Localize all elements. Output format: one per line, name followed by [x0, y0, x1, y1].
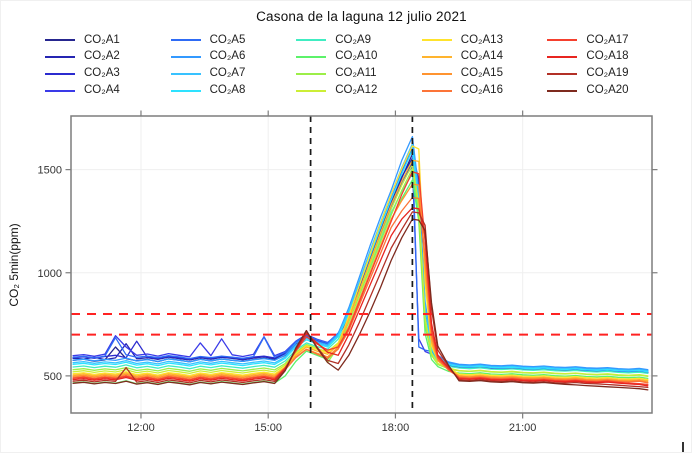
- legend-swatch-icon: [421, 89, 452, 92]
- legend-label: CO₂A15: [460, 67, 503, 80]
- legend-label: CO₂A5: [209, 33, 246, 46]
- series-line-co2a20: [72, 218, 649, 391]
- legend-label: CO₂A19: [586, 67, 629, 80]
- legend-label: CO₂A2: [84, 50, 120, 63]
- legend-label: CO₂A20: [586, 84, 629, 97]
- series-line-co2a1: [72, 153, 649, 373]
- series-line-co2a6: [72, 135, 649, 371]
- legend-swatch-icon: [170, 39, 201, 42]
- legend-swatch-icon: [421, 56, 452, 59]
- y-tick-label: 1000: [38, 268, 62, 280]
- legend-label: CO₂A14: [460, 50, 503, 63]
- legend-swatch-icon: [296, 56, 327, 59]
- legend-swatch-icon: [421, 39, 452, 42]
- legend-item-co2a15: CO₂A15: [421, 66, 548, 83]
- legend-swatch-icon: [170, 72, 201, 75]
- legend-swatch-icon: [45, 39, 75, 42]
- legend: CO₂A1 CO₂A2 CO₂A3 CO₂A4 CO₂A5 CO₂A6 CO₂A7 CO₂A8…: [45, 32, 673, 99]
- legend-swatch-icon: [45, 72, 75, 75]
- legend-label: CO₂A17: [586, 33, 629, 46]
- series-line-co2a8: [72, 149, 649, 373]
- axes: 12:00 15:00 18:00 21:00 500 1000 1500: [38, 110, 658, 434]
- legend-item-co2a11: CO₂A11: [296, 66, 422, 83]
- y-axis-title: CO₂ 5min(ppm): [7, 223, 21, 306]
- x-tick-label: 15:00: [254, 422, 282, 434]
- series-line-co2a3: [72, 161, 649, 374]
- legend-label: CO₂A8: [209, 84, 246, 97]
- series-line-co2a12: [72, 163, 649, 377]
- legend-item-co2a18: CO₂A18: [547, 49, 673, 66]
- series-line-co2a14: [72, 159, 649, 382]
- legend-label: CO₂A3: [84, 67, 120, 80]
- legend-item-co2a3: CO₂A3: [45, 66, 171, 83]
- series-line-co2a15: [72, 183, 649, 383]
- legend-swatch-icon: [296, 72, 327, 75]
- text-cursor-artifact: [682, 442, 684, 452]
- legend-label: CO₂A10: [335, 50, 378, 63]
- series-lines: [72, 135, 649, 391]
- legend-swatch-icon: [296, 89, 327, 92]
- legend-label: CO₂A16: [460, 84, 503, 97]
- legend-item-co2a4: CO₂A4: [45, 82, 171, 99]
- legend-item-co2a1: CO₂A1: [45, 32, 171, 49]
- legend-swatch-icon: [45, 56, 75, 59]
- series-line-co2a7: [72, 143, 649, 372]
- annotation-lines: [71, 116, 652, 413]
- series-line-co2a5: [72, 147, 649, 372]
- series-line-co2a4: [72, 165, 649, 374]
- legend-swatch-icon: [547, 89, 578, 92]
- series-line-co2a2: [72, 157, 649, 373]
- legend-item-co2a12: CO₂A12: [296, 82, 422, 99]
- legend-swatch-icon: [170, 56, 201, 59]
- y-tick-label: 500: [44, 371, 62, 383]
- legend-label: CO₂A18: [586, 50, 629, 63]
- legend-label: CO₂A12: [335, 84, 378, 97]
- legend-item-co2a5: CO₂A5: [170, 32, 297, 49]
- legend-label: CO₂A9: [335, 33, 371, 46]
- series-line-co2a16: [72, 196, 649, 384]
- legend-label: CO₂A4: [84, 84, 120, 97]
- legend-swatch-icon: [547, 56, 578, 59]
- legend-label: CO₂A13: [460, 33, 503, 46]
- legend-item-co2a20: CO₂A20: [547, 82, 673, 99]
- legend-label: CO₂A11: [335, 67, 377, 80]
- legend-item-co2a13: CO₂A13: [421, 32, 548, 49]
- legend-swatch-icon: [170, 89, 201, 92]
- legend-label: CO₂A7: [209, 67, 246, 80]
- y-tick-label: 1500: [38, 165, 62, 177]
- legend-item-co2a9: CO₂A9: [296, 32, 422, 49]
- chart-title: Casona de la laguna 12 julio 2021: [256, 9, 467, 24]
- x-tick-label: 18:00: [382, 422, 410, 434]
- legend-item-co2a16: CO₂A16: [421, 82, 548, 99]
- legend-item-co2a7: CO₂A7: [170, 66, 297, 83]
- legend-swatch-icon: [45, 89, 75, 92]
- series-line-co2a19: [72, 211, 649, 389]
- legend-swatch-icon: [547, 39, 578, 42]
- legend-item-co2a14: CO₂A14: [421, 49, 548, 66]
- legend-item-co2a6: CO₂A6: [170, 49, 297, 66]
- legend-item-co2a10: CO₂A10: [296, 49, 422, 66]
- legend-swatch-icon: [547, 72, 578, 75]
- legend-item-co2a8: CO₂A8: [170, 82, 297, 99]
- legend-item-co2a19: CO₂A19: [547, 66, 673, 83]
- legend-swatch-icon: [421, 72, 452, 75]
- legend-item-co2a17: CO₂A17: [547, 32, 673, 49]
- x-tick-label: 12:00: [127, 422, 155, 434]
- plot-border: [70, 115, 653, 414]
- legend-item-co2a2: CO₂A2: [45, 49, 171, 66]
- legend-label: CO₂A6: [209, 50, 246, 63]
- x-tick-label: 21:00: [509, 422, 537, 434]
- series-line-co2a9: [72, 173, 649, 375]
- series-line-co2a18: [72, 207, 649, 387]
- series-line-co2a13: [72, 145, 649, 381]
- series-line-co2a17: [72, 171, 649, 386]
- legend-swatch-icon: [296, 39, 327, 42]
- legend-label: CO₂A1: [84, 33, 120, 46]
